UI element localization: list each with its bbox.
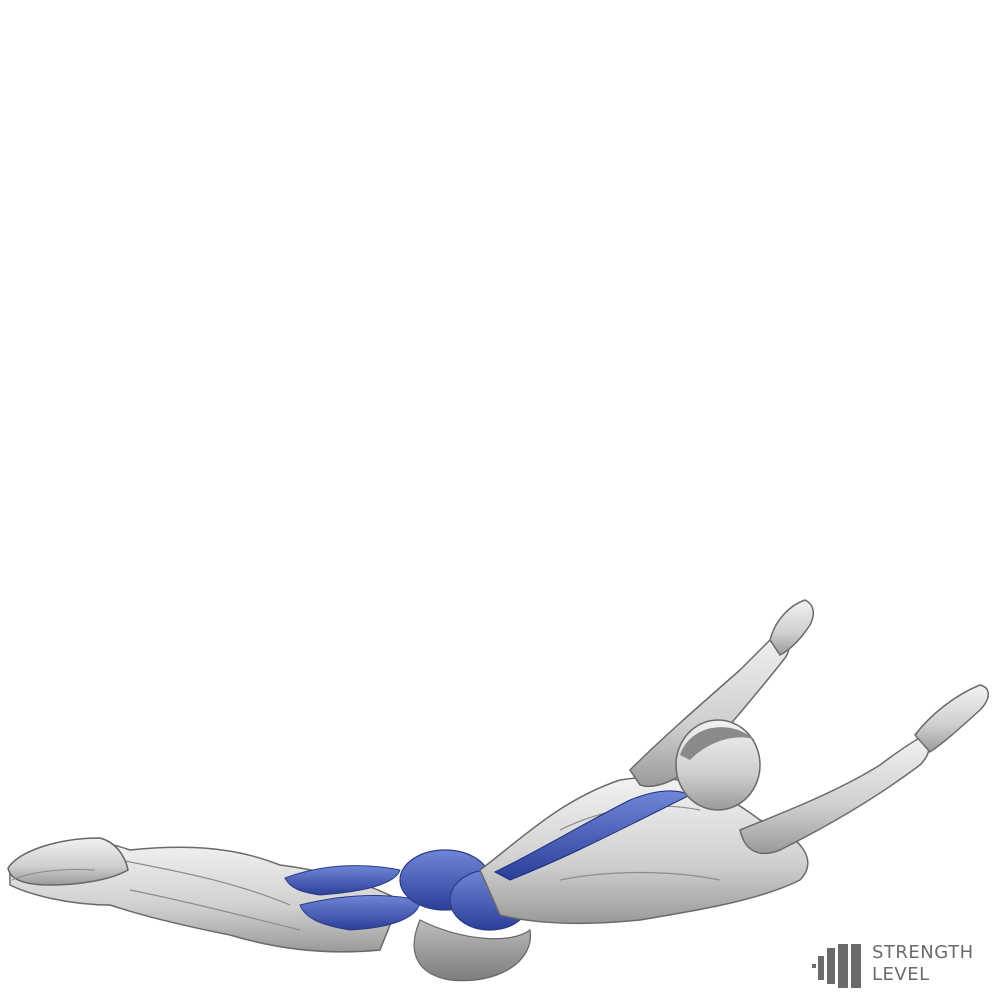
- brand-line1: STRENGTH: [872, 942, 974, 963]
- brand-line2: LEVEL: [872, 964, 930, 985]
- head: [675, 719, 761, 811]
- barbell-logo-icon: [812, 944, 861, 988]
- right-arm: [739, 684, 989, 855]
- hamstrings-highlight: [284, 865, 421, 931]
- torso: [479, 776, 809, 925]
- brand-wordmark: STRENGTH LEVEL: [872, 942, 974, 986]
- strength-level-logo: STRENGTH LEVEL: [812, 942, 992, 990]
- feet: [7, 837, 129, 886]
